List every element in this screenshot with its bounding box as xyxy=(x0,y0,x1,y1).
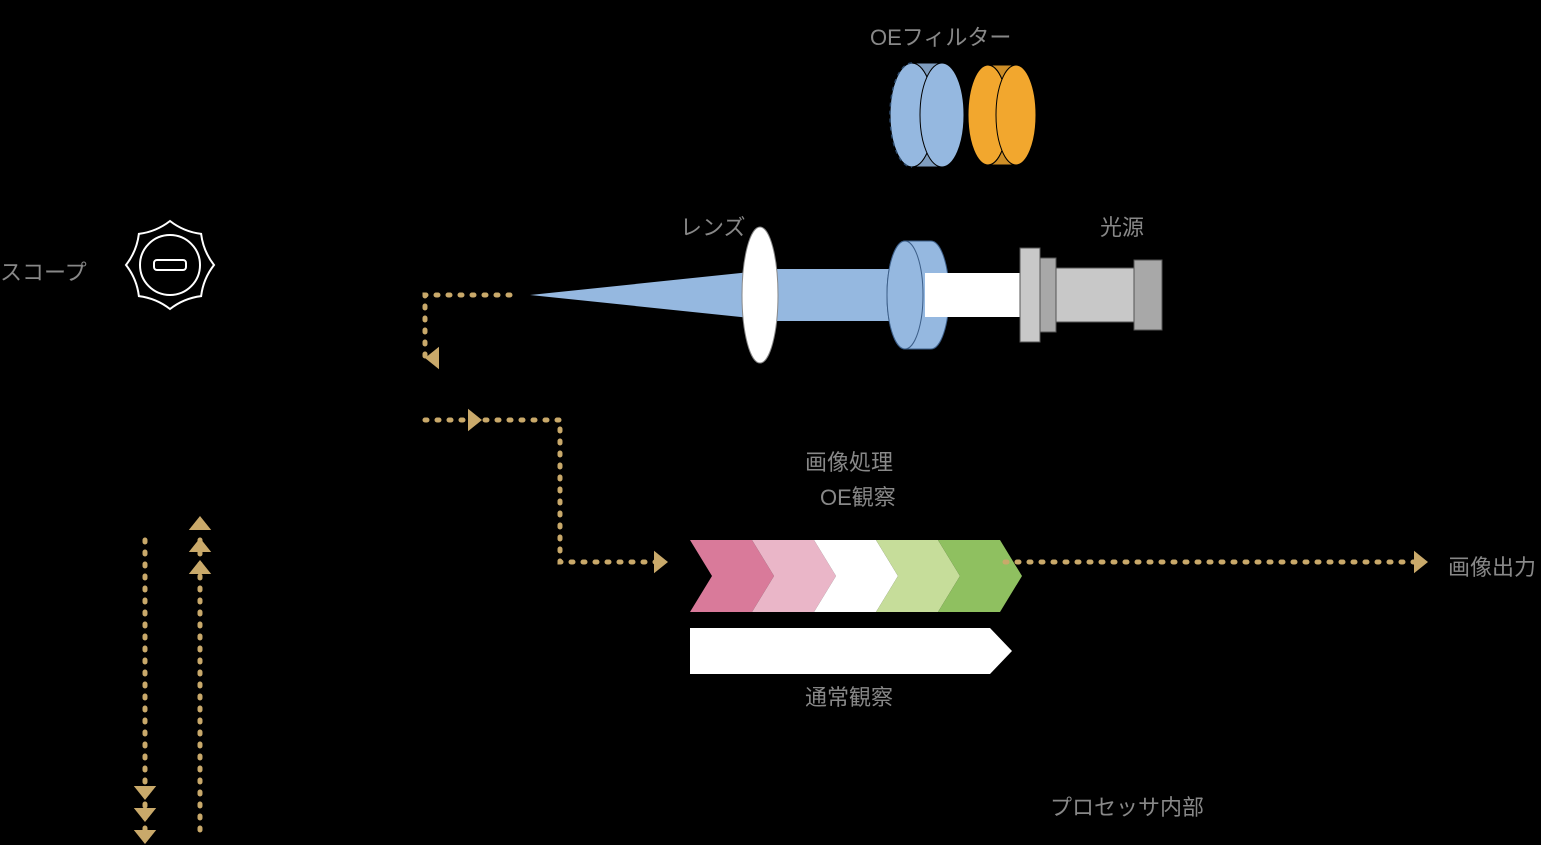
lens-shape xyxy=(742,227,778,363)
normal-observation-bar xyxy=(690,628,1012,674)
label-processor-internal: プロセッサ内部 xyxy=(1050,790,1204,822)
label-lens: レンズ xyxy=(680,210,746,242)
arrow-arrow-right-into-proc-branch xyxy=(468,409,482,431)
white-beam xyxy=(925,273,1020,317)
label-image-processing: 画像処理 xyxy=(805,445,893,477)
arrow-scope-up-a2 xyxy=(189,538,211,552)
label-image-output: 画像出力 xyxy=(1448,550,1536,582)
arrow-arrow-left-to-scope xyxy=(425,347,439,369)
arrow-scope-down-a2 xyxy=(134,808,156,822)
scope-knob-inner xyxy=(140,235,200,295)
label-light-source: 光源 xyxy=(1100,210,1144,242)
arrow-arrow-right-into-chevrons xyxy=(654,551,668,573)
dotted-from-scope-to-proc xyxy=(425,420,660,562)
light-source-body xyxy=(1056,268,1134,322)
oe-filter-blue-back xyxy=(920,63,964,167)
label-scope: スコープ xyxy=(0,255,87,287)
light-source-flange2 xyxy=(1040,258,1056,332)
arrow-scope-down-a1 xyxy=(134,786,156,800)
diagram-canvas xyxy=(0,0,1541,845)
arrow-arrow-right-output xyxy=(1414,551,1428,573)
arrow-scope-up-a3 xyxy=(189,516,211,530)
label-normal-observation: 通常観察 xyxy=(805,680,893,712)
light-cone xyxy=(530,271,760,319)
blue-beam xyxy=(760,269,895,321)
light-source-cap xyxy=(1134,260,1162,330)
arrow-scope-down-a3 xyxy=(134,830,156,844)
light-source-flange1 xyxy=(1020,248,1040,342)
oe-filter-orange-back xyxy=(996,65,1036,165)
arrow-scope-up-a1 xyxy=(189,560,211,574)
scope-knob-slot-icon xyxy=(154,260,186,270)
label-oe-filter: OEフィルター xyxy=(870,20,1011,52)
filter-ring-face xyxy=(887,241,923,349)
label-oe-observation: OE観察 xyxy=(820,480,896,512)
